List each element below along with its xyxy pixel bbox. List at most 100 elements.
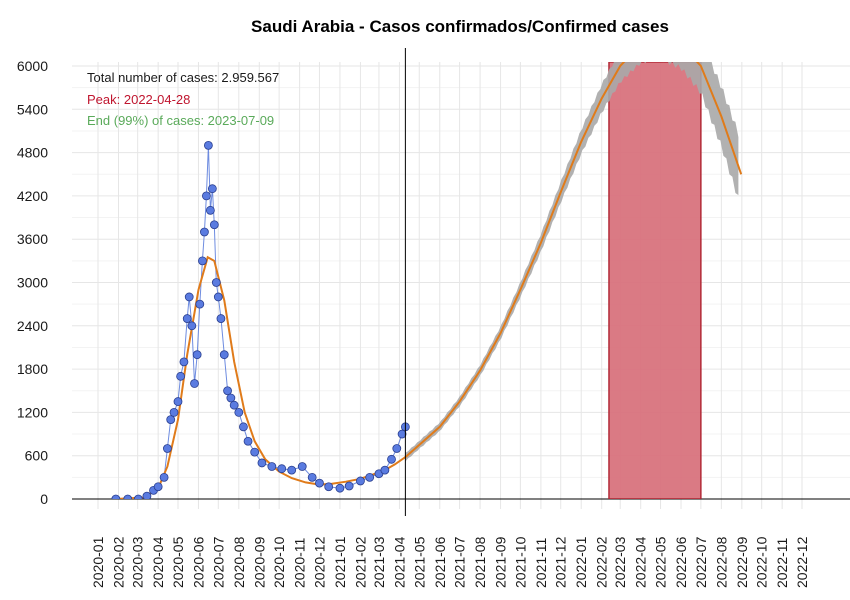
x-tick-label: 2022-03	[612, 536, 628, 588]
x-tick-label: 2022-11	[774, 537, 790, 588]
observed-point	[205, 205, 215, 215]
observed-point	[163, 444, 172, 453]
observed-point	[223, 386, 232, 396]
x-tick-label: 2021-03	[371, 536, 387, 588]
x-tick-label: 2020-08	[231, 536, 247, 588]
x-tick-label: 2021-04	[391, 536, 407, 588]
projection-line	[404, 62, 743, 458]
observed-point	[315, 478, 324, 488]
observed-point	[216, 314, 226, 323]
observed-point	[211, 278, 221, 287]
observed-point	[198, 256, 207, 266]
x-tick-label: 2020-12	[311, 536, 327, 588]
chart-title: Saudi Arabia - Casos confirmados/Confirm…	[251, 17, 669, 36]
observed-point	[250, 447, 260, 457]
observed-point	[184, 292, 194, 302]
y-tick-label: 4200	[17, 188, 48, 204]
x-tick-label: 2021-12	[553, 536, 569, 588]
x-tick-label: 2020-05	[170, 536, 186, 588]
y-tick-label: 3600	[17, 231, 48, 247]
x-tick-label: 2022-07	[693, 536, 709, 588]
x-tick-label: 2021-08	[472, 536, 488, 588]
observed-point	[192, 350, 202, 360]
observed-point	[226, 393, 236, 403]
observed-point	[277, 464, 287, 474]
x-tick-label: 2020-01	[90, 536, 106, 588]
annotation-peak-date: Peak: 2022-04-28	[87, 92, 190, 107]
observed-point	[202, 191, 211, 201]
x-tick-label: 2022-05	[653, 536, 669, 588]
observed-point	[153, 482, 163, 492]
x-tick-label: 2020-10	[271, 536, 287, 588]
observed-point	[387, 454, 396, 464]
observed-point	[203, 140, 213, 150]
observed-point	[123, 494, 133, 499]
observed-point	[344, 481, 354, 491]
observed-point	[229, 400, 239, 410]
x-tick-label: 2020-07	[210, 536, 226, 588]
y-tick-label: 4800	[17, 145, 48, 161]
observed-point	[187, 321, 197, 331]
y-tick-label: 5400	[17, 101, 48, 117]
annotation-end-date: End (99%) of cases: 2023-07-09	[87, 113, 274, 128]
observed-point	[179, 357, 189, 367]
x-tick-label: 2021-09	[493, 536, 509, 588]
observed-point	[243, 436, 253, 446]
y-tick-label: 6000	[17, 58, 48, 74]
x-tick-label: 2022-08	[713, 536, 729, 588]
observed-point	[142, 491, 152, 499]
x-tick-label: 2022-09	[734, 536, 750, 588]
observed-point	[195, 299, 205, 309]
observed-point	[267, 462, 277, 471]
observed-point	[397, 429, 407, 439]
projection-confidence-layer	[405, 62, 739, 462]
x-tick-label: 2020-04	[150, 536, 166, 588]
x-tick-label: 2020-02	[110, 536, 126, 588]
y-tick-labels: 0 600 1200 1800 2400 3000 3600 4200 4800 5400 6000	[17, 58, 48, 507]
y-tick-label: 1200	[17, 404, 48, 420]
observed-point	[200, 227, 209, 237]
observed-point	[173, 397, 183, 406]
plot-area	[111, 62, 743, 499]
observed-point	[239, 422, 248, 432]
observed-point	[182, 314, 192, 323]
x-tick-label: 2021-10	[512, 536, 528, 588]
observed-point	[169, 407, 179, 417]
observed-point	[324, 482, 334, 492]
x-tick-label: 2020-11	[292, 537, 308, 588]
x-tick-label: 2022-02	[594, 536, 610, 588]
observed-point	[219, 350, 229, 360]
observed-point	[287, 465, 297, 475]
observed-point	[159, 472, 169, 482]
observed-point	[207, 184, 217, 194]
observed-points-layer	[111, 140, 410, 499]
observed-point	[176, 371, 186, 381]
observed-point	[213, 292, 223, 302]
observed-point	[356, 476, 365, 486]
x-tick-label: 2021-05	[411, 536, 427, 588]
observed-point	[257, 458, 267, 468]
x-tick-label: 2022-12	[794, 536, 810, 588]
observed-point	[380, 465, 390, 475]
x-tick-label: 2022-10	[754, 536, 770, 588]
observed-point	[111, 494, 121, 499]
observed-point	[307, 472, 317, 482]
x-tick-label: 2022-06	[673, 536, 689, 588]
observed-point	[166, 415, 176, 425]
y-tick-label: 1800	[17, 361, 48, 377]
annotation-total-cases: Total number of cases: 2.959.567	[87, 70, 279, 85]
x-tick-label: 2021-02	[352, 536, 368, 588]
x-tick-label: 2021-01	[332, 536, 348, 588]
y-tick-label: 2400	[17, 318, 48, 334]
y-tick-label: 600	[25, 448, 49, 464]
observed-point	[297, 462, 307, 471]
x-tick-label: 2020-09	[251, 536, 267, 588]
x-tick-labels: 2020-01 2020-02 2020-03 2020-04 2020-05 2020-…	[90, 536, 810, 588]
y-tick-label: 3000	[17, 275, 48, 291]
x-tick-label: 2021-11	[533, 537, 549, 588]
peak-band	[608, 62, 702, 499]
x-tick-label: 2020-03	[130, 536, 146, 588]
peak-band-layer	[608, 62, 702, 499]
x-tick-label: 2020-06	[190, 536, 206, 588]
